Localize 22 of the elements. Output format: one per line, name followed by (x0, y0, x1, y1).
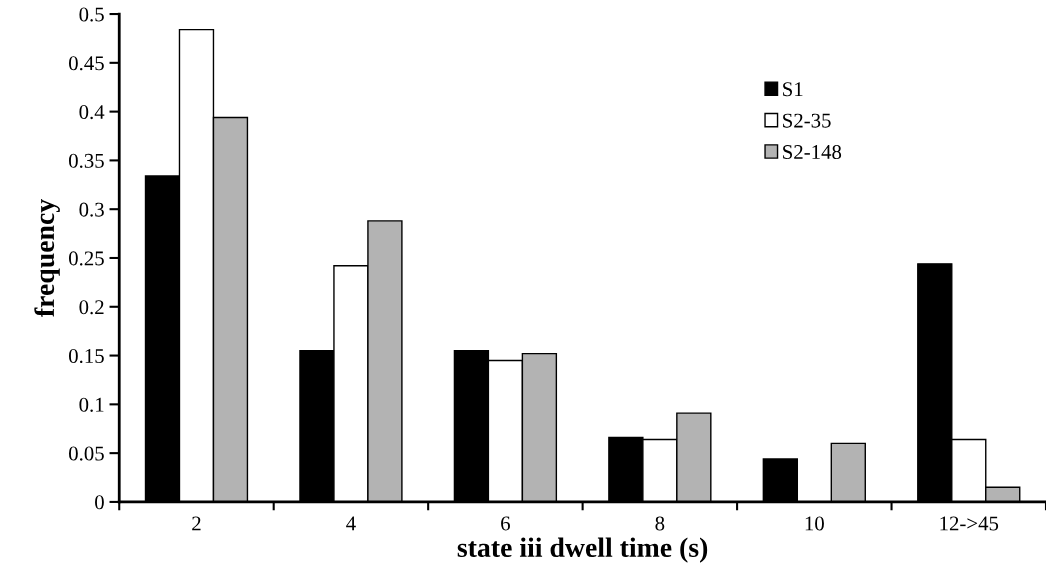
legend-label: S1 (783, 82, 803, 97)
y-tick-label: 0.2 (79, 300, 104, 315)
y-tick-label: 0.1 (79, 397, 104, 412)
x-tick-label: 6 (501, 516, 510, 531)
y-tick-label: 0 (95, 495, 104, 510)
x-axis-title: state iii dwell time (s) (457, 537, 708, 563)
y-tick-label: 0.15 (69, 348, 104, 364)
y-tick-label: 0.05 (69, 446, 104, 461)
x-tick-label: 2 (192, 516, 201, 531)
y-axis-title: frequency (34, 199, 60, 317)
x-tick-label: 12->45 (940, 516, 999, 531)
y-tick-label: 0.45 (69, 56, 104, 71)
y-tick-label: 0.5 (79, 7, 104, 22)
x-tick-label: 8 (655, 516, 665, 531)
legend-label: S2-148 (783, 144, 842, 160)
y-tick-label: 0.4 (79, 104, 105, 120)
x-tick-label: 10 (805, 516, 824, 531)
y-tick-label: 0.3 (79, 202, 104, 217)
y-tick-label: 0.35 (69, 153, 104, 168)
legend-label: S2-35 (783, 113, 831, 128)
y-tick-label: 0.25 (69, 251, 104, 266)
x-tick-label: 4 (346, 516, 356, 531)
